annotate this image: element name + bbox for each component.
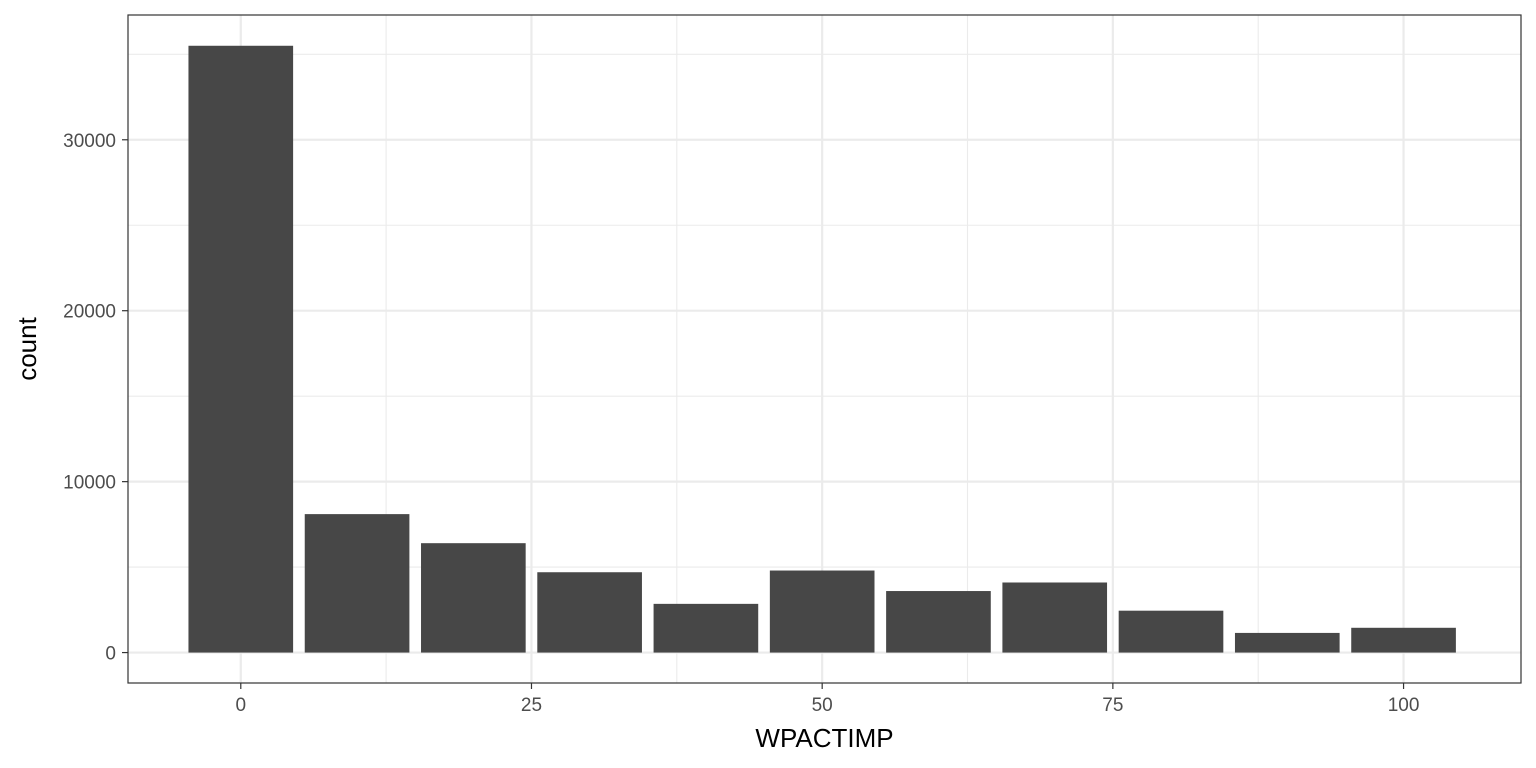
bar [421,543,526,653]
x-axis: 0 25 50 75 100 [235,683,1419,716]
bar [304,514,410,653]
y-axis-title: count [12,316,42,380]
bar [537,572,642,653]
minor-gridlines [128,15,1521,683]
x-tick-label: 0 [235,695,246,716]
bar [188,45,294,653]
bar [886,591,991,653]
y-tick-label: 0 [105,644,116,665]
panel-border [127,14,1522,684]
y-tick-label: 20000 [63,302,116,323]
x-tick-label: 25 [521,695,542,716]
bar [769,570,875,653]
bar [653,603,759,653]
x-tick-label: 100 [1388,695,1420,716]
y-tick-label: 10000 [63,473,116,494]
bar [1351,627,1456,653]
y-tick-label: 30000 [63,131,116,152]
bar [1118,610,1224,653]
bar [1234,632,1340,653]
x-axis-title: WPACTIMP [755,723,893,753]
x-tick-label: 50 [812,695,833,716]
bar [1002,582,1108,653]
x-tick-label: 75 [1102,695,1123,716]
y-axis: 0 10000 20000 30000 [63,131,128,665]
bars [188,45,1456,653]
